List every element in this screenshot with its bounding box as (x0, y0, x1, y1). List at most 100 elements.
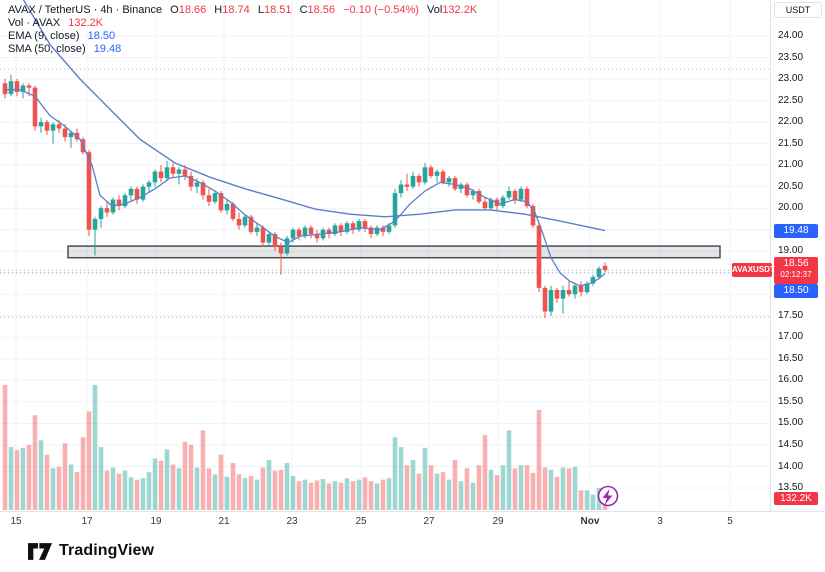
volume-bar (392, 437, 398, 510)
volume-bar (38, 440, 44, 510)
tradingview-logo-text: TradingView (59, 542, 155, 559)
volume-bar (230, 463, 236, 510)
candle (518, 186, 524, 202)
candle (500, 195, 506, 209)
candle (152, 169, 158, 187)
volume-bar (464, 468, 470, 510)
volume-bar (254, 479, 260, 510)
candle (212, 190, 218, 204)
time-tick-label: 21 (218, 516, 230, 527)
volume-bar (542, 467, 548, 510)
volume-bar (482, 434, 488, 510)
volume-bar (56, 466, 62, 510)
price-tick-label: 21.50 (778, 137, 804, 149)
sma-indicator-value: 19.48 (93, 43, 122, 55)
volume-bar (338, 482, 344, 510)
candle (374, 225, 380, 237)
candle (398, 180, 404, 198)
price-tick-label: 14.00 (778, 460, 804, 472)
candle (146, 180, 152, 194)
chart-legend: AVAX / TetherUS · 4h · Binance O18.66 H1… (8, 4, 477, 56)
time-tick-label: Nov (580, 516, 600, 527)
price-tick-label: 15.50 (778, 395, 804, 407)
price-tick-label: 17.00 (778, 331, 804, 343)
chart-canvas[interactable] (0, 0, 770, 511)
grid-layer (0, 0, 770, 511)
volume-bar (284, 463, 290, 510)
candle (350, 221, 356, 235)
currency-toggle-button[interactable]: USDT (774, 2, 822, 18)
volume-bar (242, 478, 248, 510)
candle (548, 285, 554, 316)
time-axis[interactable]: 15 17 19 21 23 25 27 29 Nov 3 5 (0, 511, 825, 535)
instant-trading-icon[interactable] (597, 485, 619, 507)
price-tick-label: 22.50 (778, 94, 804, 106)
candle (98, 206, 104, 228)
volume-bar (272, 470, 278, 510)
volume-bar (374, 483, 380, 510)
volume-bar (314, 480, 320, 510)
candle (332, 223, 338, 237)
volume-bar (86, 411, 92, 510)
volume-bar (104, 470, 110, 510)
volume-bar (458, 481, 464, 510)
candle (542, 285, 548, 318)
candle (44, 119, 50, 136)
volume-indicator-label[interactable]: Vol · AVAX (8, 17, 61, 29)
candle (416, 173, 422, 187)
candle (224, 199, 230, 215)
low-label: L (257, 4, 264, 16)
candle (380, 225, 386, 237)
close-value: 18.56 (307, 4, 336, 16)
volume-bar (26, 444, 32, 510)
volume-bar (518, 465, 524, 510)
chart-plot-area[interactable]: AVAXUSDT (0, 0, 775, 511)
volume-bar (308, 482, 314, 510)
candle (602, 262, 608, 273)
candle (2, 79, 8, 99)
candle (8, 74, 14, 97)
candle (356, 218, 362, 232)
volume-bar (494, 475, 500, 510)
volume-bar (80, 437, 86, 510)
sma-price-badge: 19.48 (774, 223, 818, 238)
tradingview-logo[interactable]: TradingView (28, 542, 154, 560)
candle (104, 201, 110, 217)
volume-bar (398, 447, 404, 510)
symbol-description[interactable]: AVAX / TetherUS · 4h · Binance (8, 4, 163, 16)
volume-bar (164, 449, 170, 510)
candle (296, 227, 302, 241)
high-value: 18.74 (222, 4, 250, 16)
ema-price-badge: 18.50 (774, 284, 818, 299)
price-tick-label: 23.00 (778, 73, 804, 85)
volume-bar (32, 415, 38, 510)
ema-indicator-value: 18.50 (87, 30, 116, 42)
volume-bar (326, 483, 332, 510)
legend-symbol-row: AVAX / TetherUS · 4h · Binance O18.66 H1… (8, 4, 477, 16)
ema-indicator-label[interactable]: EMA (9, close) (8, 30, 80, 42)
candle (284, 236, 290, 256)
price-tick-label: 13.50 (778, 482, 804, 494)
volume-bar (320, 478, 326, 510)
time-tick-label: 5 (727, 516, 733, 527)
candle (452, 175, 458, 191)
price-tick-label: 22.00 (778, 116, 804, 128)
sma-indicator-label[interactable]: SMA (50, close) (8, 43, 86, 55)
candle (410, 171, 416, 189)
candle (458, 182, 464, 194)
price-tick-label: 19.00 (778, 245, 804, 257)
candle (506, 186, 512, 200)
volume-bar (20, 447, 26, 510)
support-zone-rectangle (67, 245, 721, 259)
volume-bar (74, 472, 80, 510)
candle (188, 171, 194, 191)
volume-bar (470, 482, 476, 510)
volume-bar (50, 468, 56, 510)
price-axis[interactable]: USDT 19.48 18.56 02:12:37 18.50 132.2K 2… (770, 0, 825, 533)
time-tick-label: 27 (423, 516, 435, 527)
volume-bar (332, 481, 338, 510)
close-label: C (299, 4, 308, 16)
volume-bar (536, 409, 542, 510)
candle (68, 130, 74, 148)
volume-bar (362, 477, 368, 510)
